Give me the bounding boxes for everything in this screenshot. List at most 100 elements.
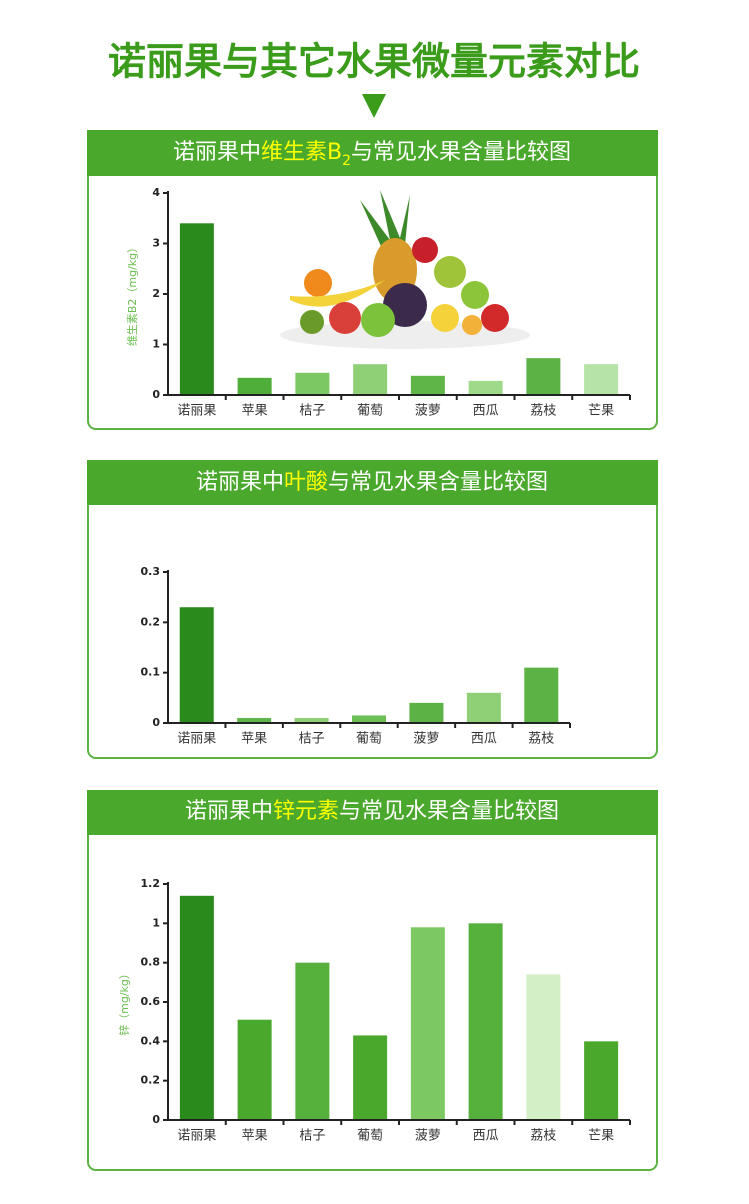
fruit [412,237,438,263]
x-tick-label: 苹果 [241,732,267,747]
x-tick-label: 葡萄 [357,1129,383,1144]
page-title: 诺丽果与其它水果微量元素对比 [108,40,640,84]
y-tick-label: 0.8 [141,956,161,969]
y-tick-label: 0 [152,1113,160,1126]
title-part: 诺丽果中 [185,799,273,824]
panel [87,130,658,430]
x-tick-label: 诺丽果 [177,404,216,419]
title-part: 诺丽果中 [173,140,261,165]
bar [237,377,272,395]
chart-title: 诺丽果中叶酸与常见水果含量比较图 [196,470,548,495]
bar [409,702,444,723]
title-part: 与常见水果含量比较图 [328,470,548,495]
title-part: 2 [342,153,351,169]
bar [352,715,386,723]
x-tick-label: 芒果 [588,403,614,419]
x-tick-label: 菠萝 [415,1129,441,1144]
x-tick-label: 桔子 [299,732,325,747]
fruit [361,303,395,337]
panel-header [87,130,658,176]
y-tick-label: 2 [152,287,160,300]
bar [294,717,329,723]
y-tick-label: 0.3 [141,565,161,578]
bar [584,1041,619,1120]
bar [526,974,561,1120]
bar [179,607,214,723]
x-tick-label: 芒果 [588,1128,614,1144]
panel-border [87,460,658,759]
bar [179,223,214,395]
bar [353,364,388,395]
y-axis-label: 锌（mg/kg） [117,968,131,1036]
fruit [462,315,482,335]
x-tick-label: 桔子 [299,404,325,419]
x-tick-label: 葡萄 [356,732,382,747]
x-tick-label: 苹果 [242,404,268,419]
y-tick-label: 0.4 [141,1034,161,1047]
chart-title: 诺丽果中维生素B2与常见水果含量比较图 [173,140,571,169]
bar [295,372,330,395]
kiwi [300,310,324,334]
bar [468,380,503,395]
fruit [431,304,459,332]
x-tick-label: 西瓜 [473,1129,499,1144]
x-tick-label: 诺丽果 [177,732,216,747]
y-tick-label: 0.1 [141,666,161,679]
bar [237,1019,272,1120]
title-part: 诺丽果中 [196,470,284,495]
x-tick-label: 菠萝 [413,732,439,747]
bar [353,1035,388,1120]
title-part: 维生素B [261,140,342,165]
panel-header [87,460,658,505]
y-tick-label: 4 [152,186,160,199]
title-part: 与常见水果含量比较图 [339,799,559,824]
x-tick-label: 苹果 [242,1129,268,1144]
y-tick-label: 3 [152,237,160,250]
title-part: 叶酸 [284,470,328,495]
chart-title: 诺丽果中锌元素与常见水果含量比较图 [185,799,559,824]
title-part: 与常见水果含量比较图 [351,140,571,165]
y-axis-label: 维生素B2（mg/kg） [125,242,139,346]
y-tick-label: 0 [152,388,160,401]
x-tick-label: 西瓜 [471,732,497,747]
y-tick-label: 0.2 [141,615,161,628]
y-tick-label: 1.2 [141,877,161,890]
bar [468,923,503,1120]
x-tick-label: 桔子 [299,1129,325,1144]
bar [584,364,619,395]
x-tick-label: 荔枝 [530,1129,556,1144]
y-tick-label: 1 [152,916,160,929]
bar [237,717,272,723]
fruit [481,304,509,332]
bar [410,927,445,1120]
y-tick-label: 0 [152,716,160,729]
fruit-illustration [280,190,530,349]
y-tick-label: 0.6 [141,995,161,1008]
arrow [362,94,386,118]
panel [87,460,658,759]
title-part: 锌元素 [273,799,339,824]
x-tick-label: 诺丽果 [177,1129,216,1144]
bar [295,962,330,1120]
x-tick-label: 西瓜 [473,404,499,419]
fruit [329,302,361,334]
y-tick-label: 1 [152,338,160,351]
x-tick-label: 荔枝 [528,732,554,747]
grapes [434,256,466,288]
panel [87,790,658,1171]
bar [526,358,561,395]
x-tick-label: 葡萄 [357,404,383,419]
x-tick-label: 菠萝 [415,404,441,419]
bar [179,895,214,1120]
panel-header [87,790,658,835]
fruit [461,281,489,309]
banana [290,280,385,307]
fruit [304,269,332,297]
bar [410,375,445,395]
bar [524,667,559,723]
y-tick-label: 0.2 [141,1074,161,1087]
bar [466,692,501,723]
x-tick-label: 荔枝 [530,404,556,419]
